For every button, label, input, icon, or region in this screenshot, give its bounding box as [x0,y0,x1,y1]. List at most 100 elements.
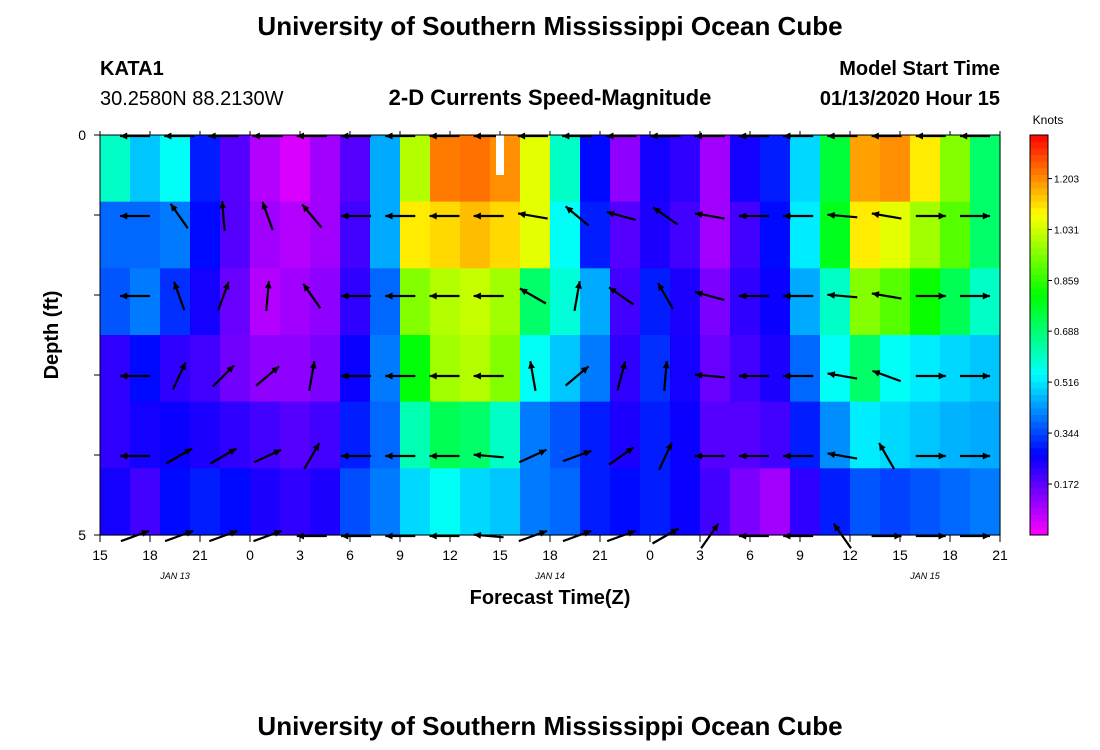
heat-cell [700,201,731,269]
heat-cell [880,135,911,203]
current-arrow [915,452,946,460]
current-arrow [473,451,504,459]
colorbar-segment [1030,215,1048,223]
colorbar-tick-label: 0.344 [1054,429,1079,440]
heat-cell [610,201,641,269]
heat-cell [220,468,251,536]
current-arrow [608,286,635,306]
heat-cell [430,135,461,203]
current-arrow [827,291,858,299]
heat-cell [850,468,881,536]
heat-cell [790,335,821,403]
x-tick-label: 21 [992,547,1008,563]
current-arrow [915,212,946,220]
current-arrow [385,212,416,220]
date-label: JAN 14 [534,571,565,581]
heat-cell [340,201,371,269]
current-arrow [517,211,548,220]
heat-cell [160,268,191,336]
colorbar-segment [1030,261,1048,269]
heat-cell [130,335,161,403]
heat-cell [310,335,341,403]
heat-cell [190,335,221,403]
current-arrow [564,205,590,227]
x-tick-label: 21 [192,547,208,563]
heat-cell [610,468,641,536]
heat-cell [850,335,881,403]
heat-cell [700,335,731,403]
heat-cell [580,201,611,269]
current-arrow [827,211,858,219]
heat-cell [880,401,911,469]
current-arrow [827,132,858,140]
heat-cell [100,201,131,269]
x-tick-label: 3 [296,547,304,563]
heat-cell [640,401,671,469]
page-title: University of Southern Mississippi Ocean… [257,11,842,41]
heat-cell [400,335,431,403]
colorbar-segment [1030,141,1048,149]
colorbar-segment [1030,468,1048,476]
heat-cell [310,468,341,536]
heat-cell [100,135,131,203]
heat-cell [340,135,371,203]
x-tick-label: 6 [746,547,754,563]
colorbar-segment [1030,241,1048,249]
heat-cell [490,401,521,469]
current-arrow [302,283,322,309]
heat-cell [970,401,1001,469]
heat-cell [370,268,401,336]
heat-cell [970,135,1001,203]
heat-cell [130,201,161,269]
heat-cell [520,268,551,336]
colorbar-segment [1030,268,1048,276]
current-arrow [651,527,680,545]
heat-cell [280,335,311,403]
colorbar-segment [1030,501,1048,509]
heat-cell [370,468,401,536]
current-arrow [871,291,902,300]
x-tick-label: 12 [442,547,458,563]
heat-cell [610,135,641,203]
heat-cell [460,201,491,269]
heat-cell [670,335,701,403]
colorbar-segment [1030,195,1048,203]
heat-cell [910,201,941,269]
x-tick-label: 9 [396,547,404,563]
heat-cell [550,468,581,536]
heat-cell [400,401,431,469]
colorbar-segment [1030,301,1048,309]
heat-cell [190,268,221,336]
heat-cell [370,201,401,269]
colorbar-segment [1030,161,1048,169]
heat-cell [130,135,161,203]
heat-cell [460,268,491,336]
heat-cell [640,201,671,269]
current-arrow [878,442,896,470]
x-tick-label: 6 [346,547,354,563]
colorbar-segment [1030,495,1048,503]
heat-cell [850,201,881,269]
current-arrow [385,372,416,380]
current-arrow [217,281,230,311]
heat-cell [760,335,791,403]
heat-cell [580,468,611,536]
current-arrow [915,292,946,300]
heat-cell [850,268,881,336]
heat-cell [700,468,731,536]
heat-cell [640,268,671,336]
current-arrow [738,452,769,460]
heat-cell [670,135,701,203]
y-tick-label: 5 [78,527,86,543]
heat-cell [460,135,491,203]
current-arrow [252,132,283,140]
current-arrow [960,212,990,220]
colorbar-segment [1030,515,1048,523]
current-arrow [120,212,150,220]
heat-cell [250,201,281,269]
heat-cell [490,335,521,403]
current-arrow [827,371,858,380]
colorbar-segment [1030,155,1048,163]
current-arrow [429,372,460,380]
footer-title: University of Southern Mississippi Ocean… [257,711,842,741]
